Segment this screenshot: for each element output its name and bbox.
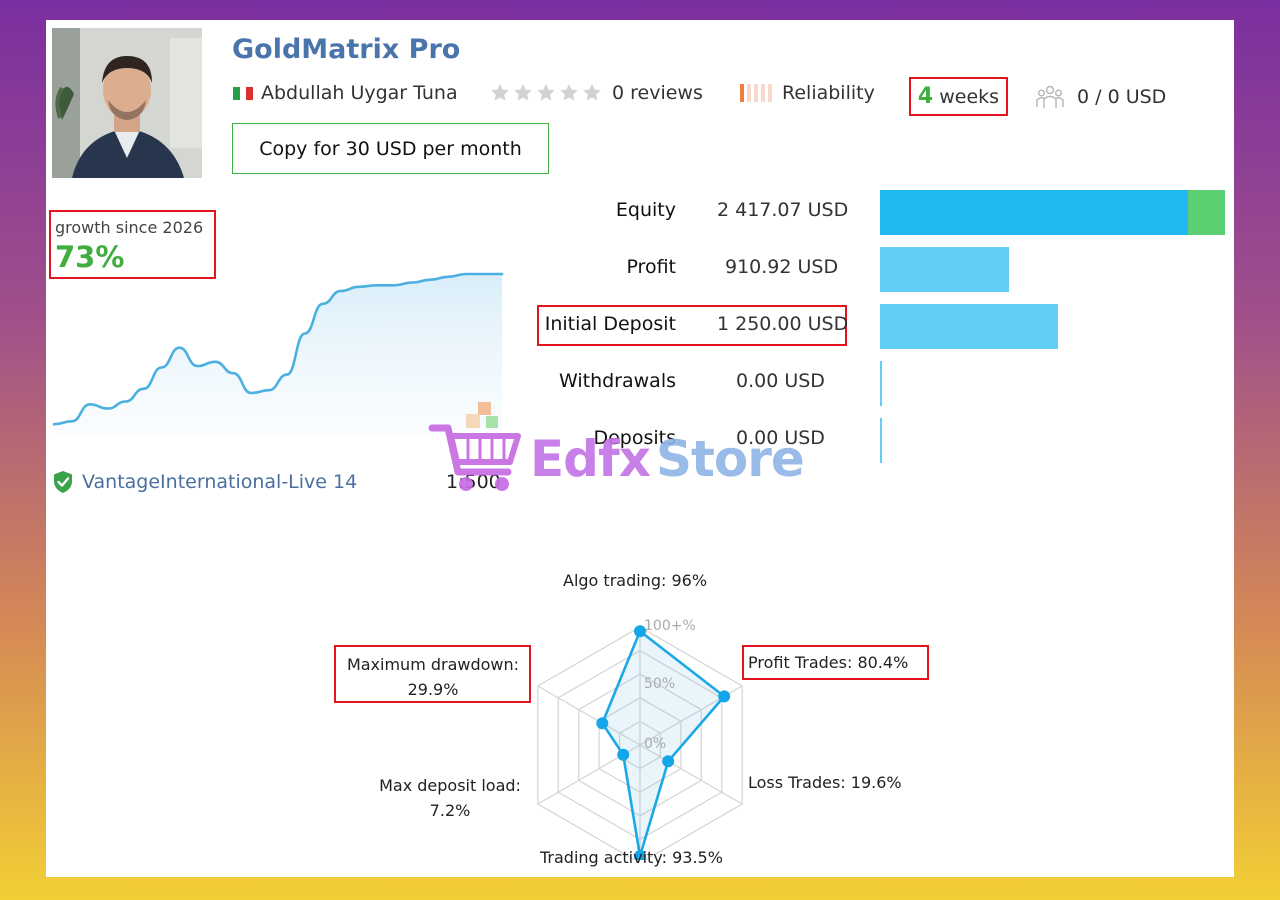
growth-value: 73% [55, 240, 125, 274]
profit-trades-highlight [742, 645, 929, 680]
avatar-photo [52, 28, 202, 178]
radar-points [596, 625, 731, 860]
italy-flag-icon [233, 86, 254, 100]
watermark-text-edfx: Edfx [530, 430, 651, 488]
radar-label-profit-trades: Profit Trades: 80.4% [748, 653, 909, 672]
leverage-value: 1:500 [446, 471, 501, 493]
reliability[interactable]: Reliability [740, 82, 875, 104]
rating-stars-icon [490, 83, 602, 103]
stat-value-deposits: 0.00 USD [736, 427, 825, 449]
stat-value-equity: 2 417.07 USD [717, 199, 849, 221]
reliability-bars-icon [740, 84, 772, 102]
radar-spoke-5 [537, 685, 641, 746]
watermark-text-store: Store [655, 430, 805, 488]
radar-point-trading-activity [634, 850, 646, 860]
weeks-unit: weeks [939, 85, 1000, 108]
verified-shield-icon [54, 471, 72, 493]
subscribers[interactable]: 0 / 0 USD [1035, 82, 1166, 112]
radar-label-algo-trading: Algo trading: 96% [563, 571, 708, 590]
radar-label-loss-trades: Loss Trades: 19.6% [748, 773, 902, 792]
equity-bar-extra [1188, 190, 1225, 235]
stat-bar-equity [880, 190, 1225, 235]
radar-point-max-deposit-load [617, 748, 630, 761]
radar-label-max-deposit-load: Max deposit load: 7.2% [372, 773, 528, 823]
author-name[interactable]: Abdullah Uygar Tuna [261, 82, 458, 104]
max-deposit-load-value: 7.2% [429, 801, 471, 820]
growth-label: growth since 2026 [55, 218, 204, 237]
edfx-store-watermark: Edfx Store [428, 400, 805, 496]
stat-label-withdrawals: Withdrawals [558, 370, 676, 392]
signal-title[interactable]: GoldMatrix Pro [232, 34, 461, 65]
stat-bar-initial-deposit [880, 304, 1058, 349]
stat-label-deposits: Deposits [593, 427, 676, 449]
radar-point-profit-trades [718, 690, 731, 703]
stat-value-profit: 910.92 USD [725, 256, 839, 278]
radar-ring-0 [537, 626, 743, 860]
growth-summary: growth since 2026 73% [49, 210, 216, 279]
author-info[interactable]: Abdullah Uygar Tuna [233, 82, 458, 104]
growth-line [52, 272, 504, 426]
subscribers-icon [1036, 85, 1064, 108]
radar-tick-100: 100+% [644, 618, 696, 634]
max-drawdown-title: Maximum drawdown: [346, 655, 520, 674]
signal-card: GoldMatrix Pro Abdullah Uygar Tuna 0 rev… [46, 20, 1234, 877]
growth-area [54, 274, 502, 435]
equity-bar-fill [880, 190, 1188, 235]
max-drawdown-highlight [334, 645, 531, 703]
stat-label-equity: Equity [615, 199, 676, 221]
radar-tick-0: 0% [644, 736, 666, 752]
radar-point-maximum-drawdown [596, 717, 609, 730]
stat-bar-profit [880, 247, 1009, 292]
server-name[interactable]: VantageInternational-Live 14 [82, 471, 358, 493]
rating[interactable]: 0 reviews [490, 82, 703, 104]
initial-deposit-highlight [537, 305, 847, 346]
weeks-value: 4 [917, 84, 934, 109]
stat-value-initial-deposit: 1 250.00 USD [717, 313, 849, 335]
radar-tick-50: 50% [644, 676, 675, 692]
avatar[interactable] [52, 28, 202, 178]
radar-label-max-drawdown: Maximum drawdown: 29.9% [340, 652, 526, 702]
broker-server[interactable]: VantageInternational-Live 14 [52, 470, 357, 494]
account-age: 4 weeks [909, 77, 1008, 116]
radar-chart: 100+% 50% 0% [537, 618, 743, 860]
radar-label-trading-activity: Trading activity: 93.5% [540, 848, 723, 867]
stat-label-initial-deposit: Initial Deposit [544, 313, 676, 335]
stat-value-withdrawals: 0.00 USD [736, 370, 825, 392]
radar-grid [537, 626, 743, 860]
subscribers-value: 0 / 0 USD [1077, 86, 1167, 108]
radar-point-loss-trades [662, 755, 675, 768]
radar-point-algo-trading [634, 625, 646, 638]
max-deposit-load-title: Max deposit load: [379, 776, 521, 795]
growth-chart [52, 272, 504, 435]
max-drawdown-value: 29.9% [407, 680, 459, 699]
radar-spoke-2 [639, 744, 743, 805]
stat-label-profit: Profit [626, 256, 676, 278]
copy-subscribe-button[interactable]: Copy for 30 USD per month [232, 123, 549, 174]
reliability-label: Reliability [782, 82, 875, 104]
shopping-cart-icon [428, 402, 521, 491]
stat-bar-deposits [880, 418, 882, 463]
stat-bar-withdrawals [880, 361, 882, 406]
reviews-count[interactable]: 0 reviews [612, 82, 703, 104]
